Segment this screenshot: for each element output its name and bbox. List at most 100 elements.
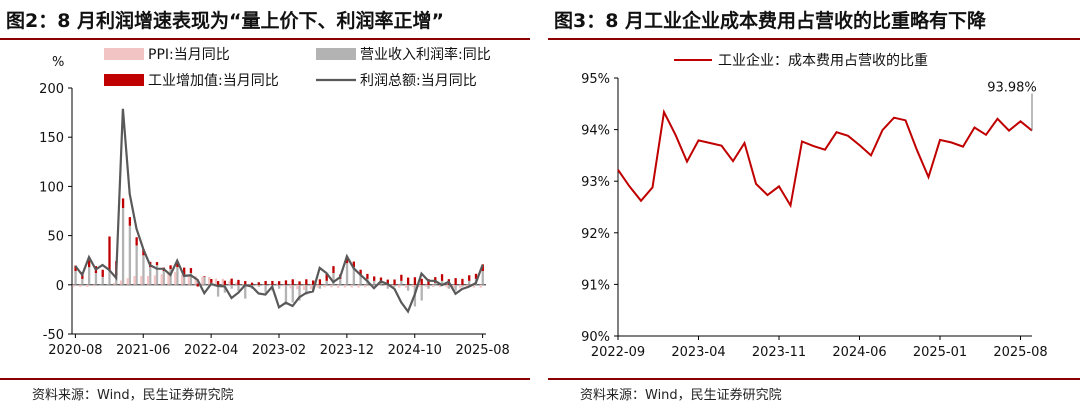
- left-bar-iva: [135, 237, 138, 246]
- left-bar-iva: [74, 265, 77, 272]
- left-y-tick-label: 200: [39, 82, 64, 97]
- left-bar-margin: [74, 271, 77, 285]
- left-bar-ppi: [303, 284, 306, 291]
- left-legend-swatch: [316, 48, 356, 60]
- left-bar-iva: [413, 277, 417, 285]
- right-line-cost-ratio: [617, 108, 1033, 209]
- right-x-tick-label: 2023-11: [752, 345, 806, 360]
- left-bar-iva: [210, 278, 213, 283]
- left-bar-ppi: [472, 284, 476, 288]
- left-bar-ppi: [357, 284, 360, 288]
- right-annotation-label: 93.98%: [987, 81, 1037, 96]
- left-x-tick-label: 2020-08: [48, 343, 102, 358]
- left-bar-margin: [87, 267, 91, 285]
- right-chart-title: 图3：8 月工业企业成本费用占营收的比重略有下降: [554, 10, 987, 32]
- left-source-note: 资料来源：Wind，民生证券研究院: [32, 388, 234, 403]
- left-bar-ppi: [282, 284, 286, 287]
- right-chart-svg: 90% 91% 92% 93% 94% 95% 2022-09 2023-04 2023-11 2…: [581, 52, 1048, 360]
- left-bar-iva: [420, 278, 423, 285]
- left-bar-iva: [359, 269, 362, 275]
- left-y-tick-label: 0: [56, 279, 64, 294]
- left-bar-ppi: [459, 284, 462, 289]
- left-chart-panel: 图2：8 月利润增速表现为“量上价下、利润率正增” -50 0 50 100 150 20…: [0, 0, 530, 406]
- left-bar-margin: [101, 276, 104, 285]
- left-y-unit-label: %: [52, 55, 64, 70]
- right-source-bar: 资料来源：Wind，民生证券研究院: [548, 378, 1080, 406]
- left-legend-label: 工业增加值:当月同比: [148, 73, 279, 89]
- left-bar-margin: [162, 271, 165, 285]
- left-bar-ppi: [269, 284, 272, 286]
- left-bar-margin: [196, 280, 199, 285]
- left-bar-margin: [135, 245, 138, 285]
- left-bar-iva: [373, 276, 376, 281]
- left-bar-ppi: [242, 283, 245, 285]
- left-bar-ppi: [113, 283, 116, 285]
- left-bar-iva: [291, 279, 294, 285]
- left-bar-ppi: [228, 280, 231, 285]
- left-bar-ppi: [255, 284, 258, 287]
- left-bar-margin: [318, 284, 322, 289]
- left-bar-ppi: [92, 284, 96, 287]
- left-bar-ppi: [140, 276, 143, 285]
- left-bar-margin: [379, 282, 383, 285]
- left-bar-margin: [176, 267, 179, 285]
- left-bar-iva: [196, 283, 199, 287]
- left-bar-margin: [169, 269, 172, 285]
- left-bar-ppi: [330, 284, 333, 288]
- left-bar-margin: [440, 280, 444, 285]
- left-bar-ppi: [153, 275, 157, 285]
- right-x-tick-label: 2023-04: [671, 345, 725, 360]
- left-bar-margin: [373, 280, 376, 285]
- left-bar-iva: [379, 277, 383, 283]
- left-bar-iva: [183, 267, 186, 275]
- left-x-tick-label: 2025-08: [455, 343, 509, 358]
- left-bar-iva: [121, 198, 125, 209]
- left-bar-margin: [121, 208, 125, 285]
- left-bar-ppi: [411, 284, 414, 288]
- left-legend-swatch: [104, 48, 144, 60]
- left-bar-margin: [454, 284, 457, 291]
- left-bar-iva: [203, 276, 206, 277]
- left-bar-margin: [406, 284, 410, 291]
- left-bar-iva: [108, 236, 111, 272]
- left-bar-ppi: [309, 284, 313, 290]
- right-y-tick-label: 95%: [581, 72, 610, 87]
- left-bar-ppi: [119, 280, 123, 285]
- left-bar-ppi: [350, 284, 353, 288]
- left-bar-ppi: [180, 274, 184, 285]
- left-bar-iva: [298, 281, 301, 285]
- right-x-tick-label: 2025-01: [913, 345, 967, 360]
- left-bar-ppi: [167, 271, 170, 285]
- left-bar-ppi: [275, 283, 279, 285]
- left-bar-iva: [325, 274, 328, 281]
- left-bar-margin: [128, 225, 132, 285]
- left-bar-iva: [250, 282, 254, 285]
- left-y-tick-label: 50: [47, 230, 64, 245]
- left-bar-margin: [203, 276, 206, 285]
- left-bar-iva: [311, 280, 315, 285]
- left-y-tick-label: 100: [39, 180, 64, 195]
- left-bar-margin: [461, 284, 464, 287]
- left-bar-margin: [81, 278, 84, 285]
- left-bar-ppi: [214, 278, 218, 285]
- left-legend-label: 利润总额:当月同比: [360, 73, 477, 89]
- left-bar-margin: [94, 272, 98, 285]
- left-x-tick-label: 2023-12: [320, 343, 374, 358]
- left-bar-iva: [128, 217, 132, 226]
- left-bar-ppi: [337, 284, 340, 288]
- left-legend-swatch: [104, 74, 144, 86]
- right-legend-label: 工业企业：成本费用占营收的比重: [718, 52, 928, 69]
- left-bar-ppi: [79, 284, 82, 287]
- left-bar-margin: [420, 284, 423, 301]
- left-source-bar: 资料来源：Wind，民生证券研究院: [0, 378, 530, 406]
- right-x-tick-label: 2022-09: [591, 345, 645, 360]
- right-y-tick-label: 94%: [581, 124, 610, 139]
- left-chart-svg: -50 0 50 100 150 200% 2020-08 2021-06 2022-04 202…: [39, 46, 510, 358]
- left-bar-ppi: [72, 284, 75, 287]
- left-bar-margin: [230, 284, 233, 289]
- left-bar-iva: [87, 260, 91, 268]
- left-bar-iva: [169, 265, 172, 270]
- left-x-tick-label: 2022-04: [184, 343, 238, 358]
- left-bar-ppi: [343, 284, 347, 288]
- right-x-tick-label: 2024-06: [832, 345, 886, 360]
